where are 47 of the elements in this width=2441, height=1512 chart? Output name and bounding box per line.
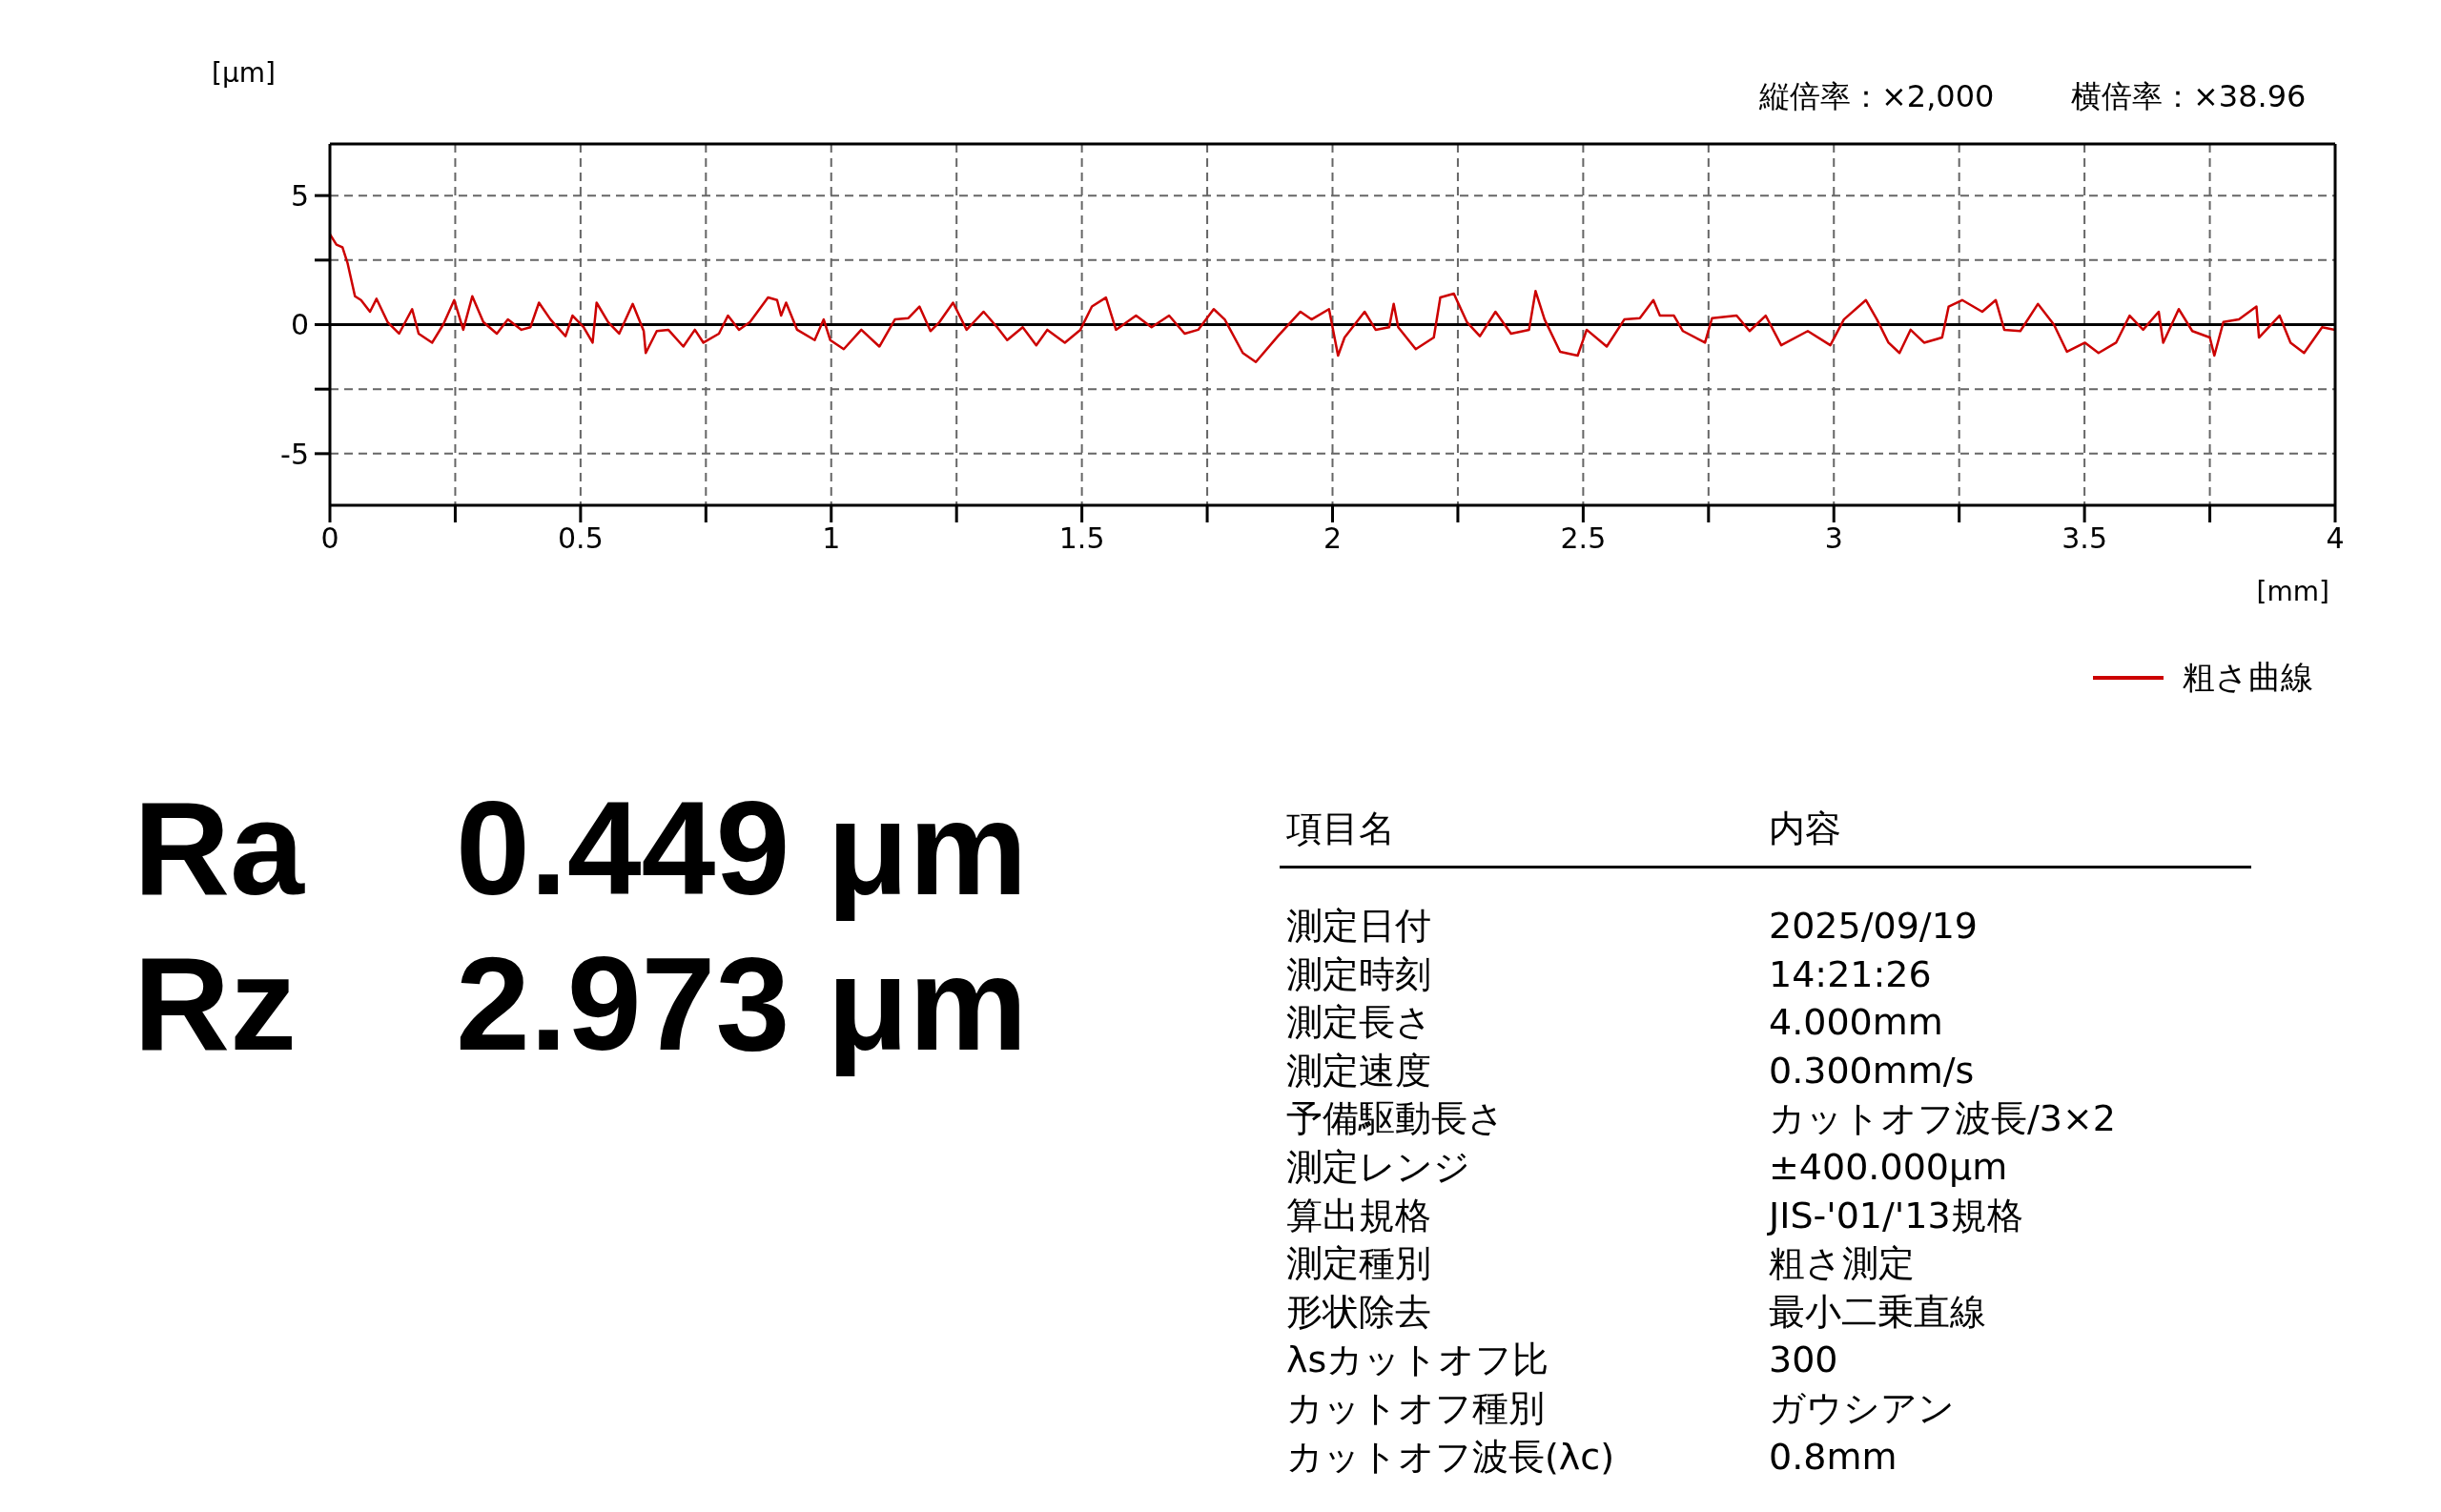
text: 縦倍率：×2,000 — [1759, 77, 1995, 116]
text: 測定レンジ — [1286, 1145, 1470, 1190]
x-tick-label: 1.5 — [1058, 521, 1105, 556]
text: Rz — [133, 929, 297, 1078]
x-tick-label: 3.5 — [2062, 521, 2107, 556]
x-tick-label: 1 — [822, 521, 841, 556]
text: ガウシアン — [1769, 1386, 1955, 1431]
text: 2.973 μm — [456, 929, 1028, 1078]
text: Ra — [133, 773, 304, 923]
text: 予備駆動長さ — [1286, 1096, 1505, 1142]
text: 算出規格 — [1286, 1193, 1431, 1238]
text: カットオフ波長(λc) — [1286, 1434, 1615, 1480]
text: 14:21:26 — [1769, 951, 1932, 997]
text: 横倍率：×38.96 — [2071, 77, 2307, 116]
text: 0.8mm — [1769, 1434, 1897, 1480]
y-tick-label: 5 — [290, 178, 309, 213]
y-tick-label: 0 — [290, 308, 309, 342]
text: 2025/09/19 — [1769, 904, 1979, 949]
y-axis-title: [μm] — [212, 57, 276, 89]
text: 測定速度 — [1286, 1048, 1431, 1093]
legend-label: 粗さ曲線 — [2183, 657, 2313, 698]
x-tick-label: 4 — [2326, 521, 2345, 556]
x-tick-label: 0.5 — [558, 521, 604, 556]
text: ±400.000μm — [1769, 1145, 2008, 1190]
text: カットオフ種別 — [1286, 1386, 1545, 1431]
text: 項目名 — [1286, 807, 1395, 851]
text: JIS-'01/'13規格 — [1769, 1193, 2023, 1238]
text: 粗さ測定 — [1769, 1241, 1915, 1287]
text: λsカットオフ比 — [1286, 1338, 1549, 1383]
x-tick-label: 2 — [1323, 521, 1343, 556]
text: 4.000mm — [1769, 1000, 1943, 1046]
y-tick-label: -5 — [280, 437, 309, 471]
x-tick-label: 0 — [320, 521, 339, 556]
text: 測定時刻 — [1286, 951, 1431, 997]
text: 300 — [1769, 1338, 1838, 1383]
text: 0.449 μm — [456, 773, 1028, 923]
text: 形状除去 — [1286, 1289, 1431, 1335]
text: 測定日付 — [1286, 904, 1431, 949]
text: 最小二乗直線 — [1769, 1289, 1986, 1335]
x-axis-title: [mm] — [2256, 576, 2329, 607]
text: 測定種別 — [1286, 1241, 1431, 1287]
text: 測定長さ — [1286, 1000, 1432, 1046]
text: 0.300mm/s — [1769, 1048, 1975, 1093]
x-tick-label: 2.5 — [1560, 521, 1607, 556]
text: カットオフ波長/3×2 — [1769, 1096, 2116, 1142]
x-tick-label: 3 — [1824, 521, 1843, 556]
text: 内容 — [1769, 807, 1841, 851]
